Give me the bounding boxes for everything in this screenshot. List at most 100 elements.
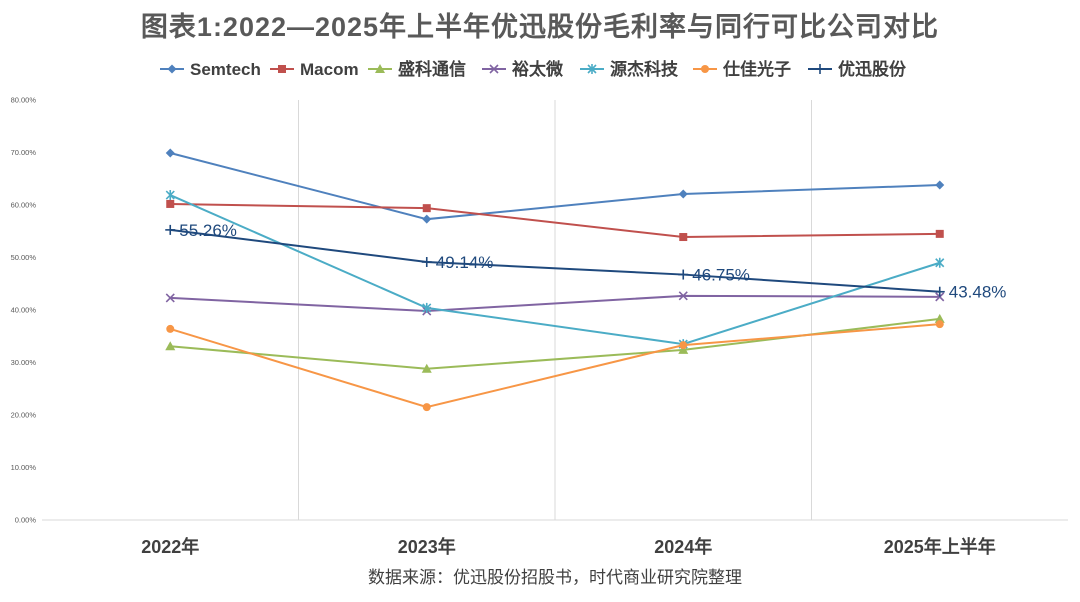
legend-marker-1-shape bbox=[167, 64, 177, 74]
y-tick-label: 10.00% bbox=[11, 463, 37, 472]
series-6 bbox=[166, 320, 944, 412]
series-4 bbox=[165, 291, 945, 316]
series-5 bbox=[165, 190, 945, 350]
series-4-point-1 bbox=[165, 293, 175, 303]
legend-marker-2-shape bbox=[278, 65, 286, 73]
series-3-point-3 bbox=[678, 344, 689, 354]
series-7-line bbox=[170, 228, 940, 293]
legend-item-4: 裕太微 bbox=[482, 59, 564, 79]
series-4-point-4-stroke bbox=[935, 292, 945, 302]
series-7 bbox=[165, 224, 945, 297]
series-6-line bbox=[169, 323, 940, 409]
series-6-point-2 bbox=[422, 403, 431, 412]
series-7-point-2 bbox=[421, 257, 432, 268]
series-7-data-label: 46.75% bbox=[692, 266, 750, 285]
legend-marker-6 bbox=[701, 65, 709, 73]
series-6-point-2-shape bbox=[422, 403, 431, 412]
series-5-point-2 bbox=[422, 302, 432, 313]
y-tick-label: 40.00% bbox=[11, 306, 37, 315]
legend-label: 仕佳光子 bbox=[722, 59, 791, 79]
x-tick-label: 2022年 bbox=[141, 536, 199, 557]
series-3-point-4 bbox=[934, 313, 945, 323]
series-1-point-2-shape bbox=[422, 214, 432, 224]
series-3-point-1 bbox=[165, 341, 176, 351]
series-3-point-3-shape bbox=[678, 344, 689, 354]
series-4-point-1-stroke bbox=[165, 293, 175, 303]
series-6-point-1 bbox=[166, 324, 175, 333]
series-6-point-4 bbox=[935, 320, 944, 329]
series-1 bbox=[165, 148, 945, 224]
series-3-point-2-shape bbox=[421, 363, 432, 373]
gridlines bbox=[298, 100, 812, 520]
legend-marker-4 bbox=[489, 64, 499, 74]
series-5-line bbox=[169, 194, 941, 346]
y-tick-label: 50.00% bbox=[11, 253, 37, 262]
y-tick-label: 70.00% bbox=[11, 148, 37, 157]
series-7-data-label: 43.48% bbox=[949, 283, 1007, 302]
series-1-point-1 bbox=[165, 148, 175, 158]
series-group bbox=[165, 148, 945, 412]
series-6-point-4-shape bbox=[935, 320, 944, 329]
series-7-point-4 bbox=[934, 286, 945, 297]
series-3-point-4-shape bbox=[934, 313, 945, 323]
series-2-point-3-shape bbox=[679, 233, 688, 242]
series-4-line bbox=[170, 294, 940, 313]
series-5-point-1 bbox=[165, 190, 175, 201]
chart-title: 图表1:2022—2025年上半年优迅股份毛利率与同行可比公司对比 bbox=[141, 11, 939, 42]
series-1-point-3-shape bbox=[678, 189, 688, 199]
legend-item-1: Semtech bbox=[160, 60, 261, 79]
series-2-point-1 bbox=[166, 199, 175, 208]
series-1-point-1-shape bbox=[165, 148, 175, 158]
x-axis: 2022年 2023年 2024年 2025年上半年 bbox=[42, 519, 1068, 557]
series-7-point-1 bbox=[165, 224, 176, 235]
legend-item-6: 仕佳光子 bbox=[693, 59, 791, 79]
legend-label: 裕太微 bbox=[512, 59, 564, 79]
x-tick-label: 2025年上半年 bbox=[884, 536, 996, 557]
legend-marker-5 bbox=[587, 64, 597, 74]
legend-label: 源杰科技 bbox=[610, 59, 679, 79]
legend-marker-4-stroke bbox=[489, 64, 499, 74]
legend-item-2: Macom bbox=[270, 60, 359, 79]
y-tick-label: 30.00% bbox=[11, 358, 37, 367]
series-6-point-1-shape bbox=[166, 324, 175, 333]
y-axis: 0.00% 10.00% 20.00% 30.00% 40.00% 50.00% 60.00… bbox=[11, 96, 37, 525]
series-1-point-3 bbox=[678, 189, 688, 199]
data-labels: 55.26% 49.14% 46.75% 43.48% bbox=[179, 221, 1006, 302]
y-tick-label: 60.00% bbox=[11, 201, 37, 210]
legend-marker-6-shape bbox=[701, 65, 709, 73]
series-2-point-3 bbox=[679, 233, 688, 242]
series-1-point-4-shape bbox=[935, 180, 945, 190]
x-tick-label: 2023年 bbox=[398, 536, 456, 557]
series-2-point-4 bbox=[935, 229, 944, 238]
legend-item-7: 优迅股份 bbox=[808, 59, 907, 79]
series-1-point-4 bbox=[935, 180, 945, 190]
legend-marker-2 bbox=[278, 65, 286, 73]
legend-item-5: 源杰科技 bbox=[580, 59, 679, 79]
series-3-point-2 bbox=[421, 363, 432, 373]
series-1-point-2 bbox=[422, 214, 432, 224]
series-2 bbox=[166, 199, 944, 242]
x-tick-label: 2024年 bbox=[654, 536, 712, 557]
series-4-point-3-stroke bbox=[678, 291, 688, 301]
y-tick-label: 20.00% bbox=[11, 411, 37, 420]
series-2-line bbox=[170, 202, 940, 239]
series-7-data-label: 55.26% bbox=[179, 221, 237, 240]
legend-label: 盛科通信 bbox=[398, 59, 466, 79]
legend-marker-3 bbox=[375, 64, 385, 73]
series-7-point-3 bbox=[678, 269, 689, 280]
y-tick-label: 80.00% bbox=[11, 96, 37, 105]
series-3-point-1-shape bbox=[165, 341, 176, 351]
series-4-point-3 bbox=[678, 291, 688, 301]
series-7-data-label: 49.14% bbox=[436, 253, 494, 272]
legend-marker-3-shape bbox=[375, 64, 385, 73]
series-4-point-4 bbox=[935, 292, 945, 302]
legend-marker-1 bbox=[167, 64, 177, 74]
series-2-point-2-shape bbox=[422, 204, 431, 213]
series-6-point-3 bbox=[679, 341, 688, 350]
legend: Semtech Macom 盛科通信 裕太微 源杰科技 仕佳光子 优迅股份 bbox=[160, 59, 907, 79]
series-6-point-3-shape bbox=[679, 341, 688, 350]
plot-area: 0.00% 10.00% 20.00% 30.00% 40.00% 50.00% 60.00… bbox=[11, 96, 1068, 557]
